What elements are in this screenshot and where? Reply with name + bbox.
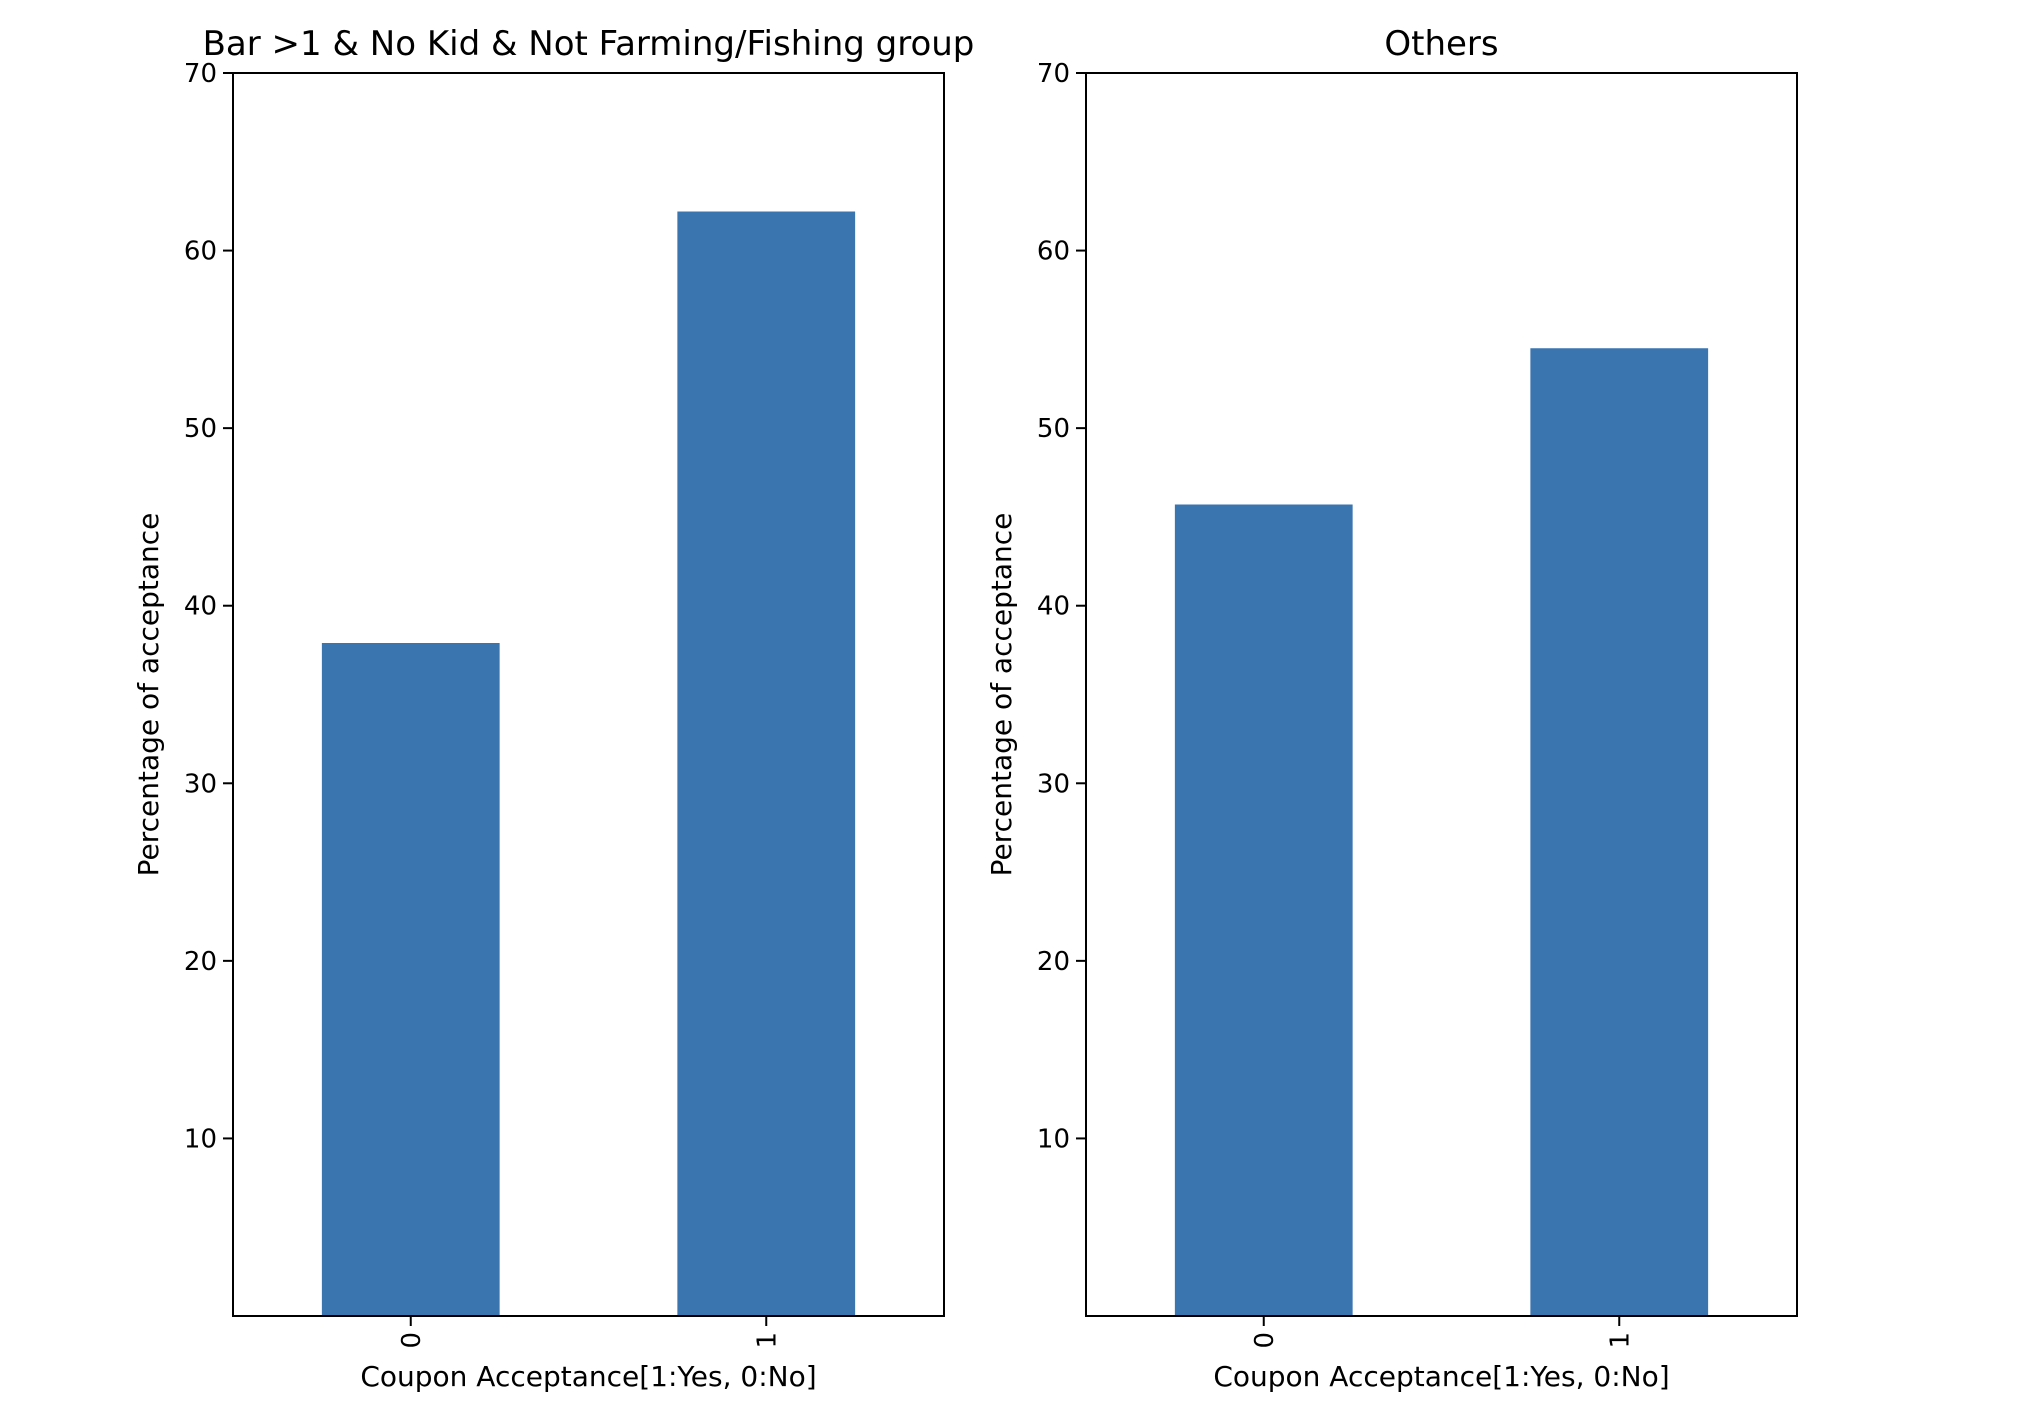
y-tick-label: 10	[184, 1124, 217, 1154]
y-tick-label: 40	[1037, 592, 1070, 622]
bar-1	[677, 211, 856, 1316]
x-tick-label: 0	[1250, 1332, 1280, 1349]
y-tick-label: 70	[184, 59, 217, 89]
x-axis-label: Coupon Acceptance[1:Yes, 0:No]	[360, 1360, 816, 1393]
y-tick-label: 30	[1037, 769, 1070, 799]
plot-frame	[232, 72, 945, 1317]
y-axis-label: Percentage of acceptance	[985, 513, 1018, 877]
chart-title: Others	[1384, 24, 1498, 64]
y-tick-label: 60	[1037, 237, 1070, 267]
y-tick-label: 20	[1037, 947, 1070, 977]
x-tick-label: 1	[1605, 1332, 1635, 1349]
y-tick-label: 10	[1037, 1124, 1070, 1154]
y-tick-label: 40	[184, 592, 217, 622]
y-tick-label: 50	[184, 414, 217, 444]
y-axis-ticks: 10 20 30 40 50 60 70	[184, 59, 233, 1154]
bar-0	[1174, 504, 1353, 1317]
bar-0	[321, 643, 500, 1316]
y-tick-label: 50	[1037, 414, 1070, 444]
y-tick-label: 60	[184, 237, 217, 267]
x-tick-label: 1	[752, 1332, 782, 1349]
y-tick-label: 70	[1037, 59, 1070, 89]
y-axis-ticks: 10 20 30 40 50 60 70	[1037, 59, 1086, 1154]
y-tick-label: 20	[184, 947, 217, 977]
x-axis-label: Coupon Acceptance[1:Yes, 0:No]	[1213, 1360, 1669, 1393]
chart-title: Bar >1 & No Kid & Not Farming/Fishing gr…	[203, 24, 975, 64]
bars-group	[321, 211, 856, 1316]
y-axis-label: Percentage of acceptance	[132, 513, 165, 877]
x-tick-label: 0	[397, 1332, 427, 1349]
y-tick-label: 30	[184, 769, 217, 799]
plot-frame	[1085, 72, 1798, 1317]
bars-group	[1174, 348, 1709, 1317]
subplot-left: Bar >1 & No Kid & Not Farming/Fishing gr…	[132, 24, 974, 1393]
bar-1	[1530, 348, 1709, 1316]
